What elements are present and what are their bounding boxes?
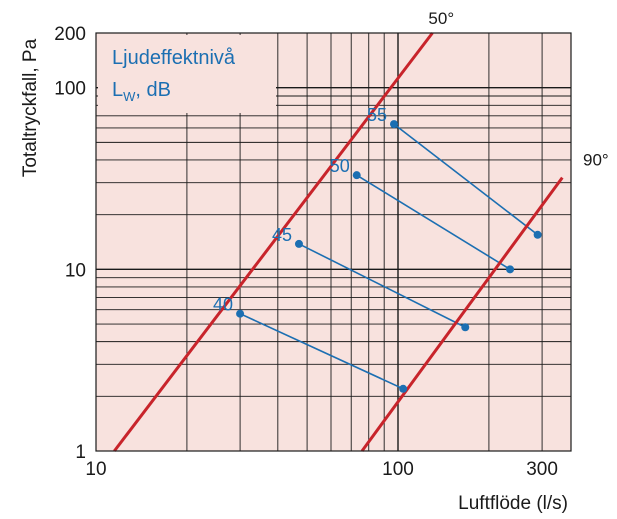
sound-level-label: 50 bbox=[330, 156, 350, 176]
sound-level-line bbox=[239, 312, 404, 390]
series-line bbox=[360, 176, 564, 452]
sound-level-label: 40 bbox=[213, 295, 233, 315]
data-point bbox=[352, 171, 361, 180]
y-tick-label: 100 bbox=[54, 79, 86, 100]
y-tick-label: 200 bbox=[54, 24, 86, 45]
data-points bbox=[236, 120, 542, 393]
data-point bbox=[461, 323, 470, 332]
x-tick-label: 10 bbox=[85, 459, 106, 480]
grid bbox=[96, 33, 571, 451]
series-label-90: 90° bbox=[583, 151, 609, 170]
legend-unit: LW, dB bbox=[112, 79, 171, 104]
data-point bbox=[506, 265, 515, 274]
y-axis-label: Totaltryckfall, Pa bbox=[20, 38, 41, 177]
x-tick-labels: 10 100 300 bbox=[85, 459, 558, 480]
data-point bbox=[390, 120, 399, 129]
legend-title: Ljudeffektnivå bbox=[112, 47, 236, 69]
y-tick-labels: 1 10 100 200 bbox=[54, 24, 86, 463]
sound-level-label: 55 bbox=[367, 105, 387, 125]
data-point bbox=[294, 239, 303, 248]
y-tick-label: 1 bbox=[75, 442, 86, 463]
sound-level-line bbox=[393, 123, 539, 236]
sound-level-lines bbox=[239, 123, 539, 390]
series-labels: 50° 90° bbox=[428, 9, 608, 170]
data-point bbox=[399, 384, 408, 393]
x-tick-label: 100 bbox=[382, 459, 414, 480]
series-label-50: 50° bbox=[428, 9, 454, 28]
sound-level-line bbox=[298, 243, 466, 328]
x-tick-label: 300 bbox=[526, 459, 558, 480]
sound-level-labels: 40 45 50 55 bbox=[213, 105, 387, 315]
series-line bbox=[113, 32, 434, 452]
sound-level-label: 45 bbox=[272, 225, 292, 245]
series-lines bbox=[113, 32, 564, 452]
sound-level-line bbox=[356, 174, 511, 271]
legend-box bbox=[98, 35, 276, 113]
plot-frame bbox=[95, 32, 572, 452]
data-point bbox=[533, 230, 542, 239]
data-point bbox=[236, 309, 245, 318]
y-tick-label: 10 bbox=[65, 260, 86, 281]
x-axis-label: Luftflöde (l/s) bbox=[458, 493, 568, 514]
